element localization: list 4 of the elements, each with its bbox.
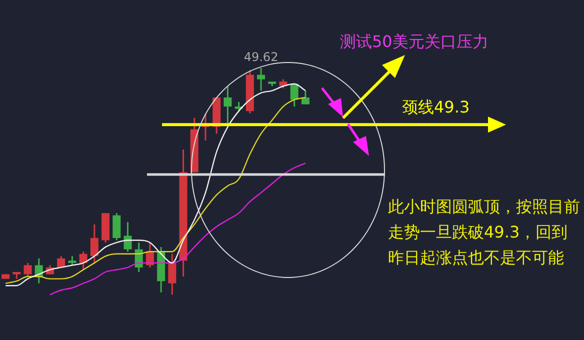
text: 此小时图圆弧顶，按照目前走势一旦跌破49.3，回到昨日起涨点也不是不可能 bbox=[388, 197, 580, 267]
annotation: 49.62 bbox=[244, 50, 278, 64]
text: 测试50美元关口压力 bbox=[340, 32, 488, 51]
ref-line-label: 颈线49.3 bbox=[402, 98, 470, 117]
